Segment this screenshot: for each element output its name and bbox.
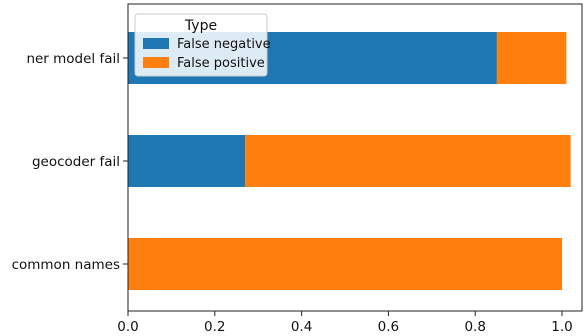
x-axis: 0.0 0.2 0.4 0.6 0.8 1.0 [117,311,573,335]
legend-swatch-false-positive [143,57,169,68]
x-tick-label: 0.2 [204,319,225,335]
x-tick-label: 0.4 [291,319,312,335]
legend-label-false-negative: False negative [177,37,271,52]
bar-false-positive-ner-model-fail [496,32,567,84]
legend-label-false-positive: False positive [177,56,265,71]
y-tick-label: common names [12,257,120,273]
bar-false-positive-geocoder-fail [245,135,571,187]
bar-false-negative-geocoder-fail [128,135,246,187]
x-tick-label: 1.0 [551,319,572,335]
y-axis: ner model fail geocoder fail common names [12,51,128,273]
x-tick-label: 0.8 [464,319,485,335]
y-tick-label: geocoder fail [32,154,120,170]
legend-title: Type [184,18,217,34]
legend-swatch-false-negative [143,38,169,49]
legend: Type False negative False positive [134,13,271,77]
y-tick-label: ner model fail [26,51,120,67]
x-tick-label: 0.6 [378,319,399,335]
plot-area-frame [127,3,583,312]
x-tick-label: 0.0 [117,319,138,335]
bars-layer [128,32,571,290]
legend-items: False negative False positive [143,37,271,71]
bar-false-positive-common-names [128,238,562,290]
